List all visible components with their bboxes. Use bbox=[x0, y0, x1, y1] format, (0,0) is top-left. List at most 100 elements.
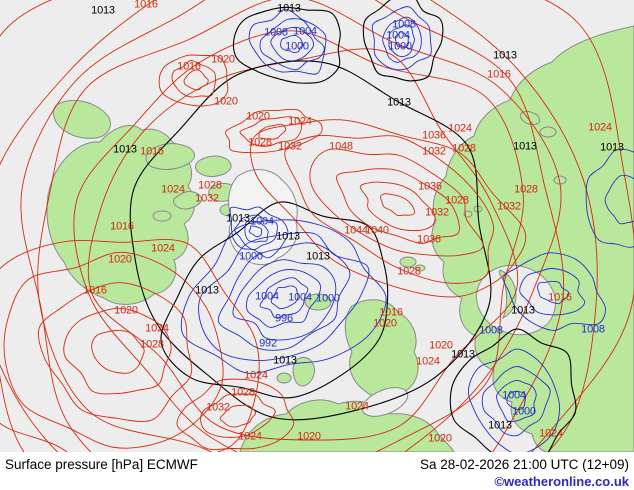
isobar-line bbox=[217, 242, 351, 351]
pressure-label: 1048 bbox=[329, 140, 353, 153]
isobar-line bbox=[394, 31, 410, 49]
isobar-line bbox=[336, 168, 460, 244]
isobar-line bbox=[258, 123, 287, 140]
pressure-label: 996 bbox=[275, 312, 293, 325]
attribution-link[interactable]: ©weatheronline.co.uk bbox=[494, 474, 629, 489]
isobar-line bbox=[171, 60, 216, 98]
pressure-label: 1020 bbox=[428, 432, 452, 445]
pressure-label: 1028 bbox=[445, 194, 469, 207]
isobar-line bbox=[200, 393, 276, 438]
pressure-label: 1013 bbox=[113, 143, 137, 156]
isobar-line bbox=[585, 148, 634, 248]
pressure-label: 1028 bbox=[248, 136, 272, 149]
isobar-line bbox=[3, 251, 224, 449]
map-title: Surface pressure [hPa] ECMWF bbox=[5, 456, 198, 472]
pressure-label: 1020 bbox=[211, 53, 235, 66]
isobar-line bbox=[180, 219, 387, 374]
isobar-line bbox=[87, 48, 519, 441]
isobar-line bbox=[467, 348, 561, 452]
isobar-line bbox=[382, 16, 422, 63]
pressure-label: 1032 bbox=[206, 401, 230, 414]
isobar-line bbox=[91, 329, 145, 374]
landmass-alaska bbox=[52, 100, 111, 139]
pressure-label: 1024 bbox=[588, 121, 612, 134]
isobar-line bbox=[449, 328, 577, 452]
pressure-label: 1013 bbox=[488, 419, 512, 432]
pressure-label: 1028 bbox=[198, 179, 222, 192]
isobar-line bbox=[280, 34, 304, 53]
pressure-label: 1024 bbox=[238, 430, 262, 443]
isobar-line bbox=[225, 108, 323, 154]
pressure-label: 1000 bbox=[285, 40, 309, 53]
isobar-line bbox=[176, 378, 295, 450]
island-franz-josef-1 bbox=[463, 210, 473, 218]
isobar-line bbox=[20, 0, 564, 452]
pressure-label: 1013 bbox=[91, 4, 115, 17]
pressure-label: 1013 bbox=[513, 140, 537, 153]
pressure-label: 1013 bbox=[493, 49, 517, 62]
pressure-label: 1000 bbox=[512, 405, 536, 418]
pressure-label: 1024 bbox=[416, 355, 440, 368]
pressure-label: 1040 bbox=[365, 224, 389, 237]
pressure-label: 1013 bbox=[451, 348, 475, 361]
isobar-line bbox=[270, 26, 314, 62]
isobar-line bbox=[129, 60, 492, 421]
isobar-line bbox=[232, 259, 337, 341]
island-novaya-zemlya bbox=[498, 269, 517, 320]
isobar-line bbox=[158, 54, 229, 107]
island-arctic-4 bbox=[172, 190, 202, 210]
isobar-line bbox=[234, 214, 278, 251]
isobar-line bbox=[379, 193, 416, 217]
pressure-label: 1008 bbox=[581, 323, 605, 336]
pressure-label: 1024 bbox=[288, 115, 312, 128]
pressure-label: 1036 bbox=[422, 129, 446, 142]
isobar-line bbox=[259, 18, 325, 71]
isobar-line bbox=[0, 0, 598, 452]
landmass-layer bbox=[46, 25, 634, 452]
isobar-line bbox=[37, 282, 193, 422]
pressure-label: 992 bbox=[259, 337, 277, 350]
pressure-label: 1016 bbox=[110, 220, 134, 233]
pressure-label: 1013 bbox=[277, 2, 301, 15]
isobar-layer bbox=[0, 0, 634, 452]
pressure-label: 1028 bbox=[397, 265, 421, 278]
pressure-label: 1020 bbox=[114, 304, 138, 317]
pressure-label: 1024 bbox=[151, 242, 175, 255]
pressure-label: 1032 bbox=[497, 200, 521, 213]
pressure-map-canvas bbox=[0, 0, 634, 452]
landmass-north-america bbox=[46, 125, 195, 305]
isobar-line bbox=[359, 181, 436, 232]
pressure-label: 1013 bbox=[276, 230, 300, 243]
footer-bar: Surface pressure [hPa] ECMWF Sa 28-02-20… bbox=[0, 452, 634, 490]
pressure-label: 1004 bbox=[250, 215, 274, 228]
pressure-label: 1004 bbox=[386, 29, 410, 42]
isobar-line bbox=[284, 135, 495, 284]
isobar-line bbox=[229, 206, 289, 259]
pressure-label: 1004 bbox=[255, 290, 279, 303]
isobar-line bbox=[245, 269, 321, 328]
pressure-label: 1032 bbox=[425, 206, 449, 219]
pressure-label: 1024 bbox=[161, 183, 185, 196]
isobar-line bbox=[250, 119, 527, 298]
pressure-label: 1036 bbox=[417, 233, 441, 246]
pressure-label: 1016 bbox=[177, 60, 201, 73]
isobar-line bbox=[232, 6, 341, 84]
pressure-label: 1013 bbox=[195, 284, 219, 297]
pressure-label: 1016 bbox=[134, 0, 158, 11]
pressure-label: 1016 bbox=[140, 145, 164, 158]
isobar-line bbox=[73, 30, 524, 452]
island-arctic-2 bbox=[194, 155, 232, 178]
isobar-line bbox=[239, 116, 302, 147]
island-arctic-6 bbox=[152, 210, 172, 222]
pressure-label: 1024 bbox=[145, 322, 169, 335]
island-svalbard-2 bbox=[414, 264, 426, 272]
pressure-label: 1004 bbox=[293, 25, 317, 38]
isobar-line bbox=[0, 238, 260, 452]
pressure-label: 1020 bbox=[373, 317, 397, 330]
pressure-label: 1000 bbox=[239, 250, 263, 263]
isobar-line bbox=[503, 252, 606, 331]
island-britain bbox=[292, 356, 316, 387]
pressure-label: 1020 bbox=[429, 339, 453, 352]
isobar-line bbox=[506, 390, 527, 410]
pressure-label: 1028 bbox=[452, 142, 476, 155]
